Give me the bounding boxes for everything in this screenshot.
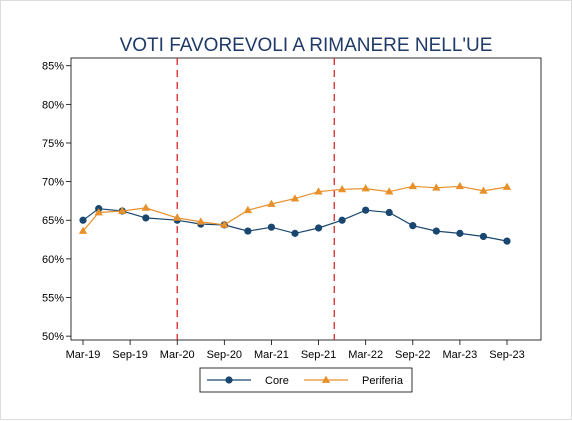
legend-item-core: Core (207, 375, 289, 387)
x-tick-label: Mar-21 (254, 349, 289, 361)
y-tick-label: 80% (42, 99, 64, 111)
data-point (432, 183, 441, 191)
y-tick-label: 75% (42, 138, 64, 150)
legend: Core Periferia (199, 367, 413, 393)
x-tick-label: Mar-20 (160, 349, 195, 361)
data-point (79, 216, 87, 224)
plot-border (70, 57, 542, 341)
data-point (409, 222, 417, 230)
x-tick-label: Sep-19 (112, 349, 147, 361)
x-tick-label: Mar-23 (442, 349, 477, 361)
data-point (220, 220, 229, 228)
data-point (243, 205, 253, 214)
y-tick-label: 50% (42, 331, 64, 343)
data-point (455, 181, 465, 190)
data-point (314, 224, 323, 232)
legend-marker (225, 376, 233, 384)
data-point (196, 217, 205, 225)
data-point (291, 229, 299, 237)
y-tick-label: 55% (42, 293, 64, 305)
x-tick-label: Sep-21 (301, 349, 336, 361)
data-point (142, 214, 150, 222)
data-point (290, 194, 300, 202)
data-point (337, 184, 347, 193)
y-tick-label: 65% (42, 215, 64, 227)
legend-label: Core (265, 375, 289, 387)
data-point (361, 184, 370, 192)
data-point (141, 203, 150, 211)
x-tick-label: Mar-19 (66, 349, 101, 361)
y-tick-label: 85% (42, 61, 64, 73)
data-point (338, 216, 346, 224)
legend-marker (321, 375, 331, 383)
series-core (79, 205, 511, 245)
data-point (244, 227, 252, 235)
data-point (118, 206, 127, 214)
y-tick-label: 70% (42, 177, 64, 189)
legend-item-periferia: Periferia (304, 375, 404, 387)
data-point (94, 208, 103, 216)
series-periferia (78, 181, 512, 234)
data-point (502, 182, 512, 190)
x-tick-label: Mar-22 (348, 349, 383, 361)
series-layer (78, 181, 512, 245)
x-tick-label: Sep-22 (395, 349, 430, 361)
y-tick-label: 60% (42, 254, 64, 266)
data-point (503, 237, 511, 245)
data-point (432, 227, 440, 235)
data-point (408, 181, 417, 190)
data-point (267, 223, 276, 231)
data-point (385, 187, 394, 195)
data-point (362, 206, 370, 214)
data-point (479, 186, 488, 194)
data-point (314, 187, 323, 195)
chart-title: VOTI FAVOREVOLI A RIMANERE NELL'UE (120, 35, 493, 56)
data-point (173, 213, 182, 221)
data-point (78, 226, 88, 234)
data-point (479, 232, 488, 241)
plot-area: 50% 55% 60% 65% 70% 75% 80% 85% Mar-19 Sep-19 Mar-… (42, 57, 542, 361)
x-tick-label: Sep-23 (489, 349, 524, 361)
data-point (456, 229, 464, 237)
data-point (267, 199, 276, 207)
data-point (385, 208, 393, 217)
legend-label: Periferia (362, 375, 404, 387)
reference-lines (176, 58, 335, 340)
x-tick-label: Sep-20 (207, 349, 242, 361)
